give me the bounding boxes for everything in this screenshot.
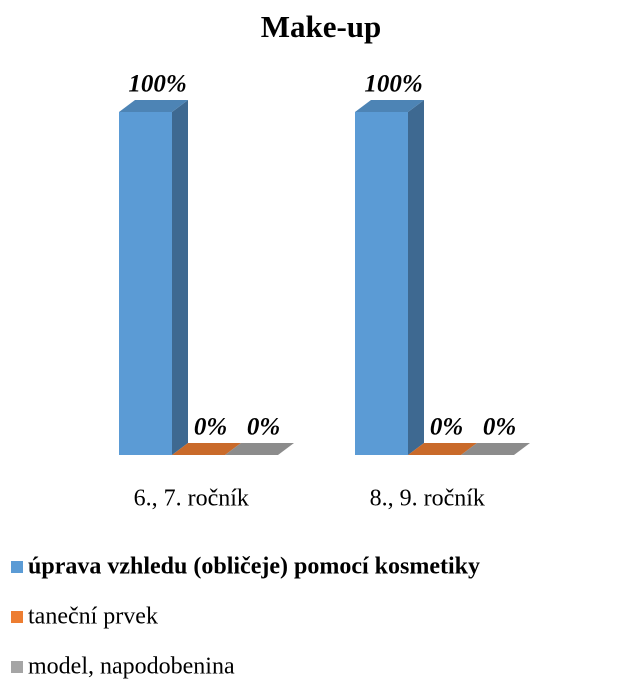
legend-label: taneční prvek (28, 604, 158, 630)
value-label: 0% (247, 414, 280, 441)
value-label: 0% (483, 414, 516, 441)
bar-top (355, 100, 424, 112)
x-tick-label: 6., 7. ročník (134, 486, 249, 512)
value-label: 0% (194, 414, 227, 441)
legend-swatch (11, 661, 23, 673)
bar-top (225, 443, 294, 455)
legend-swatch (11, 561, 23, 573)
bar-top (172, 443, 241, 455)
bar-front (355, 112, 408, 455)
value-label: 100% (128, 71, 186, 98)
bar-front (119, 112, 172, 455)
value-label: 100% (364, 71, 422, 98)
bar-top (408, 443, 477, 455)
chart-title: Make-up (261, 9, 382, 44)
x-tick-label: 8., 9. ročník (370, 486, 485, 512)
bar-side (172, 100, 188, 455)
bar-top (461, 443, 530, 455)
value-label: 0% (430, 414, 463, 441)
legend-label: model, napodobenina (28, 654, 235, 680)
bar-side (408, 100, 424, 455)
legend-swatch (11, 611, 23, 623)
bar-top (119, 100, 188, 112)
legend-label: úprava vzhledu (obličeje) pomocí kosmeti… (28, 554, 480, 580)
